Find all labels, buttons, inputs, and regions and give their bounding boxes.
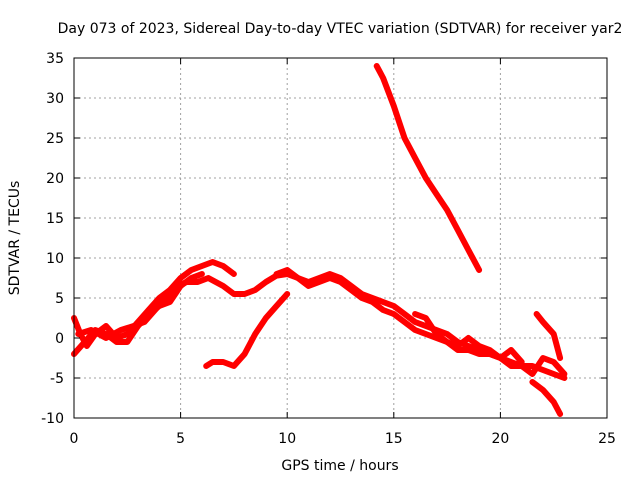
series-sat-g [373, 63, 483, 273]
y-tick-label: 10 [46, 251, 64, 267]
x-tick-label: 25 [598, 431, 616, 447]
y-tick-label: 35 [46, 51, 64, 67]
series-sat-h [533, 311, 564, 361]
y-tick-labels: -10 -5 0 5 10 15 20 25 30 35 [41, 51, 64, 427]
y-tick-label: 5 [55, 291, 64, 307]
y-tick-label: 15 [46, 211, 64, 227]
chart-title: Day 073 of 2023, Sidereal Day-to-day VTE… [58, 21, 623, 37]
series-sat-c [75, 271, 568, 381]
x-tick-label: 5 [176, 431, 185, 447]
y-tick-label: 25 [46, 131, 64, 147]
data-series [71, 63, 568, 417]
series-sat-a [71, 259, 237, 349]
series-sat-i [529, 379, 564, 417]
y-tick-label: 0 [55, 331, 64, 347]
x-tick-label: 0 [70, 431, 79, 447]
y-axis-label: SDTVAR / TECUs [7, 181, 23, 296]
series-sat-f [203, 291, 291, 369]
x-tick-label: 20 [491, 431, 509, 447]
series-sat-e [412, 311, 525, 365]
y-tick-label: 20 [46, 171, 64, 187]
x-axis-label: GPS time / hours [281, 458, 398, 474]
x-tick-labels: 0 5 10 15 20 25 [70, 431, 616, 447]
axis-ticks [73, 57, 608, 419]
y-tick-label: -10 [41, 411, 64, 427]
grid [74, 58, 607, 418]
x-tick-label: 10 [278, 431, 296, 447]
plot-frame [73, 57, 608, 419]
y-tick-label: 30 [46, 91, 64, 107]
x-tick-label: 15 [385, 431, 403, 447]
series-sat-d [273, 267, 568, 377]
y-tick-label: -5 [50, 371, 64, 387]
